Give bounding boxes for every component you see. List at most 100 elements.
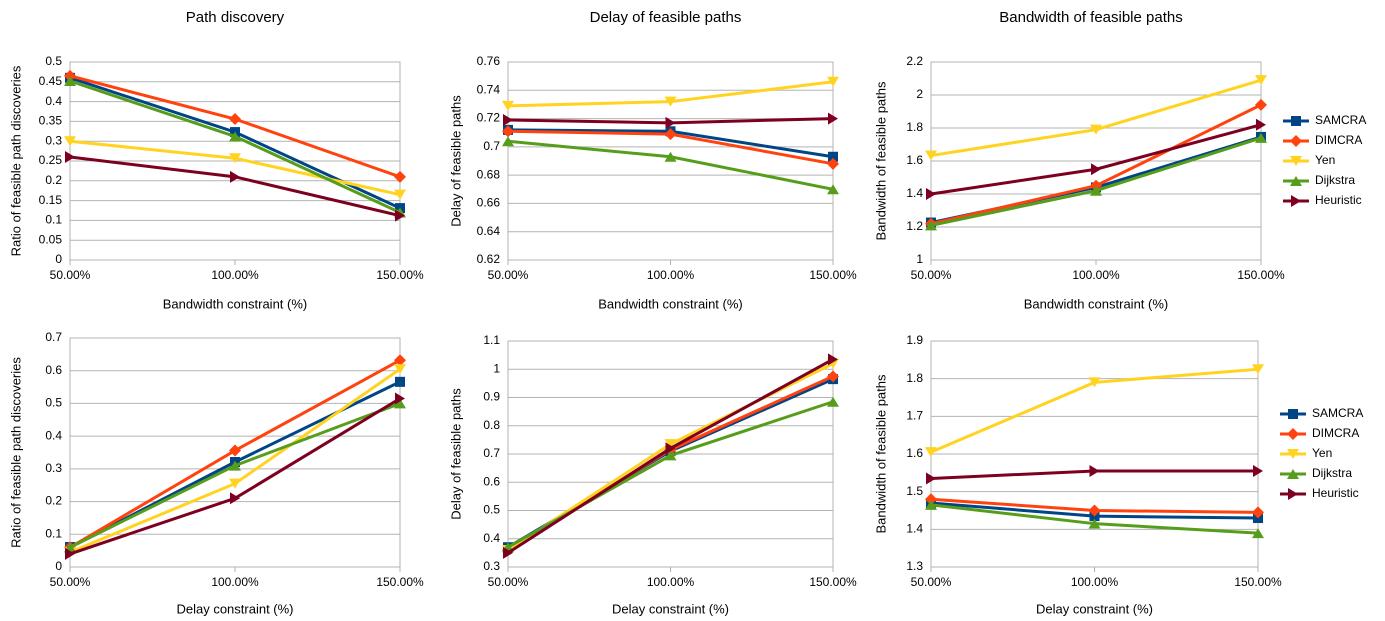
chart-title: Delay of feasible paths (590, 9, 742, 26)
marker (229, 113, 241, 126)
y-tick-label: 0.4 (483, 531, 500, 545)
marker (1287, 469, 1299, 479)
marker (1290, 135, 1302, 147)
y-tick-label: 0.7 (483, 446, 500, 460)
x-axis-label: Bandwidth constraint (%) (163, 296, 308, 311)
marker (1290, 156, 1302, 166)
x-tick-label: 50.00% (488, 575, 529, 589)
x-tick-label: 50.00% (911, 268, 952, 282)
y-tick-label: 0.3 (483, 559, 500, 573)
marker (1255, 132, 1267, 143)
marker (925, 447, 937, 458)
y-axis-label: Ratio of feasible path discoveries (8, 357, 23, 548)
x-tick-label: 150.00% (376, 268, 424, 282)
legend-label: Heuristic (1312, 486, 1359, 500)
y-tick-label: 0.05 (39, 232, 63, 246)
y-tick-label: 1.9 (906, 333, 923, 347)
marker (1089, 464, 1100, 477)
legend-label: Heuristic (1315, 193, 1362, 207)
marker (827, 76, 839, 87)
y-tick-label: 0.6 (483, 474, 500, 488)
y-tick-label: 0.6 (45, 363, 62, 377)
marker (1290, 176, 1302, 186)
legend-label: SAMCRA (1312, 406, 1363, 420)
y-tick-label: 1.8 (906, 120, 923, 134)
legend-label: Yen (1315, 153, 1335, 167)
legend-label: SAMCRA (1315, 113, 1366, 127)
x-axis-label: Delay constraint (%) (612, 601, 729, 616)
marker (503, 546, 513, 559)
x-axis-label: Bandwidth constraint (%) (598, 296, 743, 311)
y-tick-label: 1.1 (483, 333, 500, 347)
y-tick-label: 0.4 (45, 428, 62, 442)
y-tick-label: 0.9 (483, 390, 500, 404)
x-tick-label: 150.00% (809, 575, 857, 589)
y-tick-label: 0.64 (477, 224, 501, 238)
y-tick-label: 0.7 (45, 330, 62, 344)
x-axis-label: Bandwidth constraint (%) (1024, 296, 1169, 311)
marker (502, 100, 514, 111)
marker (1287, 449, 1299, 459)
y-tick-label: 0.2 (45, 494, 62, 508)
y-tick-label: 0 (55, 252, 62, 266)
x-tick-label: 100.00% (1071, 575, 1119, 589)
x-tick-label: 50.00% (911, 575, 952, 589)
marker (229, 131, 241, 142)
marker (1091, 163, 1101, 176)
y-tick-label: 1.6 (906, 446, 923, 460)
legend-label: Yen (1312, 446, 1332, 460)
marker (64, 136, 76, 147)
marker (394, 398, 406, 409)
chart-title: Bandwidth of feasible paths (999, 9, 1182, 26)
marker (926, 188, 936, 200)
y-tick-label: 0.7 (483, 139, 500, 153)
y-tick-label: 0.74 (477, 82, 501, 96)
marker (1252, 506, 1264, 519)
x-tick-label: 150.00% (376, 575, 424, 589)
marker (1288, 488, 1298, 500)
y-tick-label: 1.3 (906, 559, 923, 573)
marker (828, 353, 838, 366)
y-tick-label: 0.62 (477, 252, 501, 266)
marker (1256, 118, 1266, 131)
y-tick-label: 1.5 (906, 484, 923, 498)
marker (1088, 504, 1101, 517)
marker (1088, 377, 1101, 388)
x-tick-label: 100.00% (211, 575, 259, 589)
marker (926, 472, 936, 485)
marker (394, 170, 406, 183)
marker (925, 493, 937, 506)
x-tick-label: 150.00% (1237, 268, 1285, 282)
y-tick-label: 1.2 (906, 219, 923, 233)
marker (665, 442, 676, 455)
marker (925, 150, 937, 161)
y-tick-label: 0.72 (477, 111, 501, 125)
marker (502, 136, 514, 147)
marker (394, 189, 406, 200)
y-tick-label: 0.35 (39, 114, 63, 128)
marker (827, 370, 839, 383)
marker (664, 96, 677, 107)
marker (828, 151, 838, 162)
legend-label: Dijkstra (1315, 173, 1355, 187)
y-tick-label: 1 (493, 361, 500, 375)
y-tick-label: 0.76 (477, 54, 501, 68)
x-tick-label: 100.00% (647, 575, 695, 589)
series-line (930, 78, 1262, 158)
marker (828, 112, 838, 125)
chart-title: Path discovery (186, 9, 285, 26)
y-tick-label: 0.15 (39, 193, 63, 207)
series-line (507, 400, 834, 549)
y-tick-label: 0.1 (45, 213, 62, 227)
marker (1253, 464, 1263, 477)
marker (1090, 124, 1102, 135)
legend-label: Dijkstra (1312, 466, 1352, 480)
y-tick-label: 1.7 (906, 409, 923, 423)
y-tick-label: 1.8 (906, 371, 923, 385)
y-tick-label: 0 (55, 559, 62, 573)
marker (65, 547, 75, 560)
x-axis-label: Delay constraint (%) (176, 601, 293, 616)
x-tick-label: 100.00% (1072, 268, 1120, 282)
